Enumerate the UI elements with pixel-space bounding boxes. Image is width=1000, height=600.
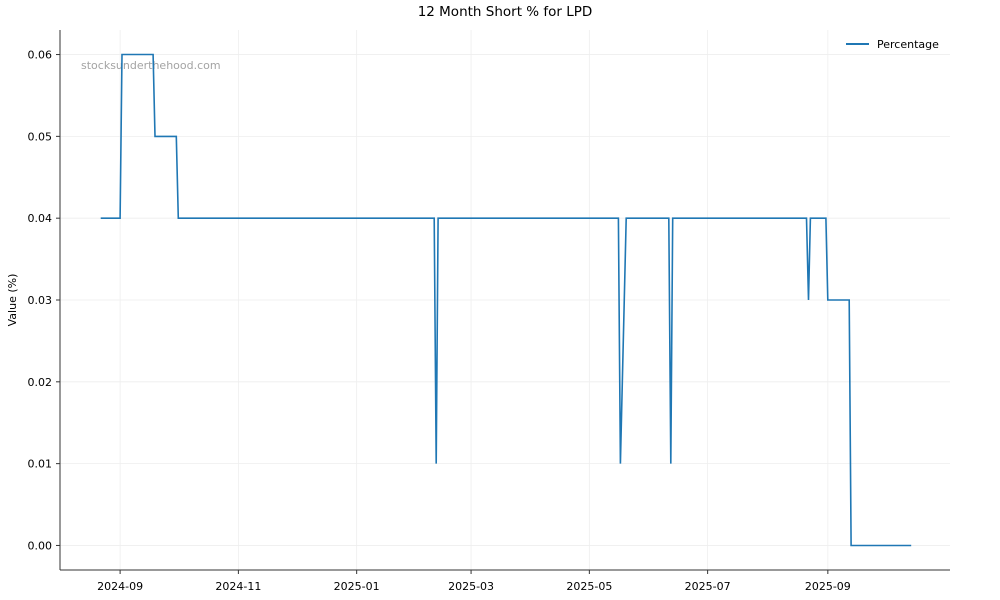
y-tick-label: 0.01	[28, 458, 53, 471]
y-tick-label: 0.02	[28, 376, 53, 389]
y-axis-label: Value (%)	[6, 274, 19, 327]
chart-title: 12 Month Short % for LPD	[418, 4, 593, 20]
x-tick-label: 2024-11	[215, 580, 261, 593]
y-tick-label: 0.04	[28, 212, 53, 225]
y-tick-label: 0.03	[28, 294, 53, 307]
x-tick-label: 2024-09	[97, 580, 143, 593]
legend-label: Percentage	[877, 38, 939, 51]
y-tick-label: 0.06	[28, 49, 53, 62]
y-axis: 0.00 0.01 0.02 0.03 0.04 0.05 0.06	[28, 49, 60, 552]
x-tick-label: 2025-01	[334, 580, 380, 593]
x-tick-label: 2025-03	[448, 580, 494, 593]
y-tick-label: 0.00	[28, 539, 53, 552]
x-tick-label: 2025-05	[566, 580, 612, 593]
x-tick-label: 2025-09	[805, 580, 851, 593]
grid	[60, 30, 950, 570]
series-layer	[100, 53, 912, 547]
series-line-percentage	[100, 53, 912, 547]
legend: Percentage	[846, 38, 939, 51]
y-tick-label: 0.05	[28, 130, 53, 143]
x-tick-label: 2025-07	[685, 580, 731, 593]
x-axis: 2024-09 2024-11 2025-01 2025-03 2025-05 2025-…	[97, 570, 851, 593]
watermark: stocksunderthehood.com	[81, 59, 221, 72]
